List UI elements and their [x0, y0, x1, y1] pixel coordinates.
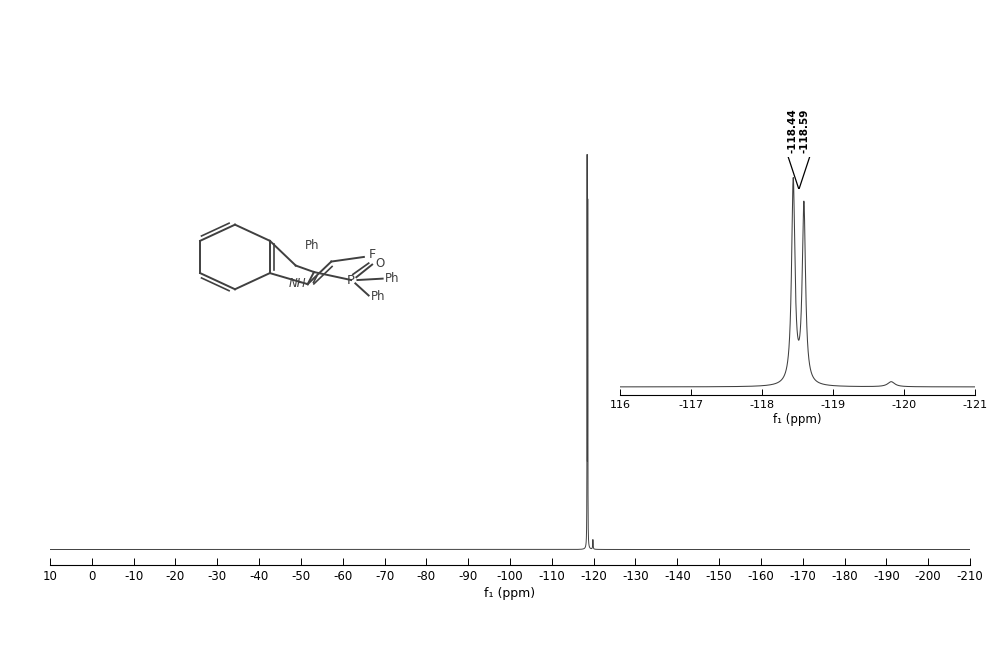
Text: F: F [369, 247, 376, 261]
Text: O: O [376, 257, 385, 270]
X-axis label: f₁ (ppm): f₁ (ppm) [773, 413, 822, 426]
Text: NH: NH [289, 278, 306, 291]
Text: Ph: Ph [370, 291, 385, 304]
Text: Ph: Ph [384, 272, 399, 285]
Text: Ph: Ph [305, 239, 319, 252]
Text: -118.44: -118.44 [788, 108, 798, 153]
Text: P: P [347, 274, 355, 287]
Text: -118.59: -118.59 [800, 109, 810, 153]
X-axis label: f₁ (ppm): f₁ (ppm) [484, 587, 536, 600]
